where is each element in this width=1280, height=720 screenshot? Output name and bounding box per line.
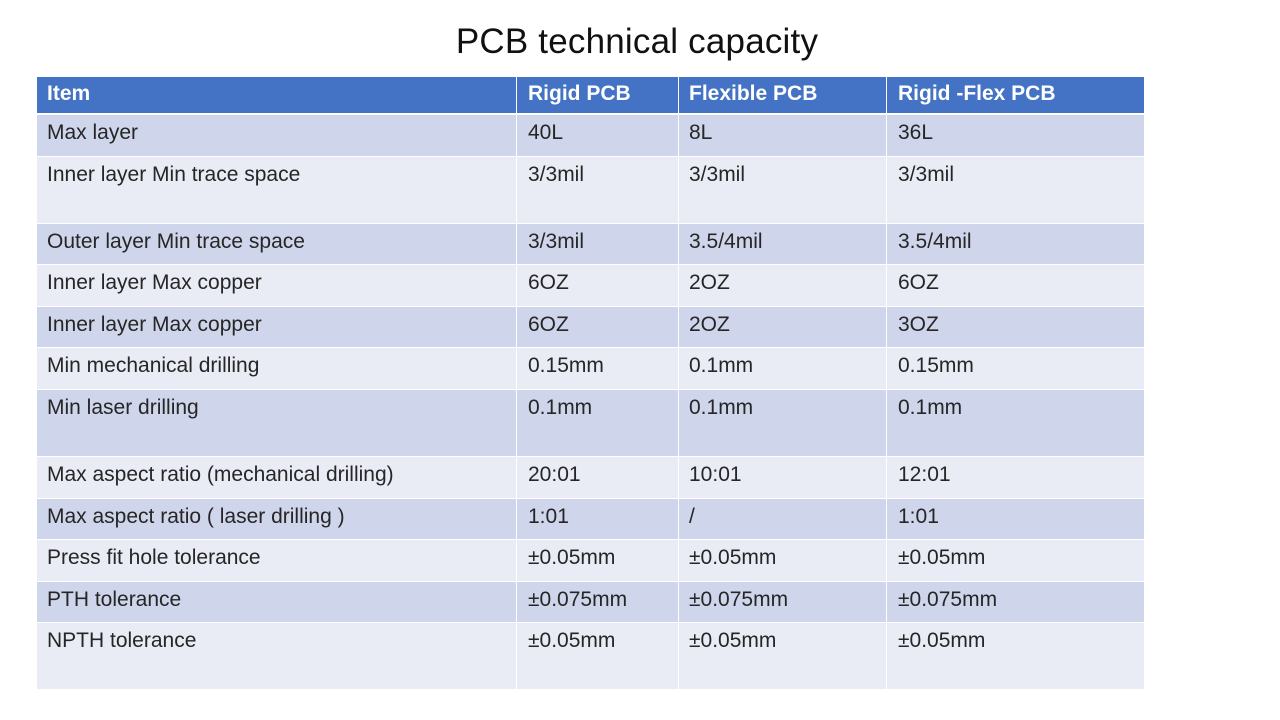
cell-rigid: 3/3mil (517, 224, 679, 264)
table-row: Min laser drilling 0.1mm 0.1mm 0.1mm (37, 389, 1144, 456)
cell-flexible: 2OZ (679, 307, 887, 347)
cell-item: Inner layer Min trace space (37, 157, 517, 223)
cell-rigid: 0.1mm (517, 390, 679, 456)
cell-item: Max layer (37, 115, 517, 156)
header-flexible-pcb: Flexible PCB (679, 77, 887, 113)
cell-rigid-flex: 6OZ (898, 271, 939, 294)
cell-rigid-flex: 0.1mm (898, 396, 963, 419)
cell-rigid: ±0.05mm (517, 623, 679, 689)
table-row: Max aspect ratio ( laser drilling ) 1:01… (37, 498, 1144, 539)
cell-rigid-flex: ±0.05mm (898, 629, 986, 652)
cell-rigid-flex: ±0.075mm (898, 588, 998, 611)
cell-rigid-flex: 3OZ (898, 313, 939, 336)
cell-item: Max aspect ratio ( laser drilling ) (37, 499, 517, 539)
cell-item: NPTH tolerance (37, 623, 517, 689)
page-title: PCB technical capacity (455, 22, 819, 61)
cell-rigid-flex: 3.5/4mil (898, 230, 972, 253)
cell-rigid: ±0.05mm (517, 540, 679, 581)
cell-item: PTH tolerance (37, 582, 517, 622)
cell-item: Inner layer Max copper (37, 307, 517, 347)
table-row: NPTH tolerance ±0.05mm ±0.05mm ±0.05mm (37, 622, 1144, 689)
table-row: Press fit hole tolerance ±0.05mm ±0.05mm… (37, 539, 1144, 581)
cell-rigid-flex: 36L (898, 121, 934, 144)
cell-rigid: 40L (517, 115, 679, 156)
cell-rigid-flex: 0.15mm (898, 354, 974, 377)
cell-rigid-flex: ±0.05mm (898, 546, 986, 569)
cell-rigid-flex: 12:01 (898, 463, 951, 486)
header-item: Item (37, 77, 517, 113)
cell-rigid-flex: 3/3mil (898, 163, 955, 186)
cell-flexible: / (679, 499, 887, 539)
cell-flexible: 10:01 (679, 457, 887, 498)
cell-flexible: ±0.05mm (679, 623, 887, 689)
cell-item: Outer layer Min trace space (37, 224, 517, 264)
cell-item: Min laser drilling (37, 390, 517, 456)
cell-item: Max aspect ratio (mechanical drilling) (37, 457, 517, 498)
cell-item: Press fit hole tolerance (37, 540, 517, 581)
cell-flexible: ±0.075mm (679, 582, 887, 622)
table-row: Inner layer Min trace space 3/3mil 3/3mi… (37, 156, 1144, 223)
cell-rigid: 6OZ (517, 307, 679, 347)
header-rigid-flex-pcb: Rigid -Flex PCB (898, 82, 1056, 105)
cell-rigid: 1:01 (517, 499, 679, 539)
table-row: PTH tolerance ±0.075mm ±0.075mm ±0.075mm (37, 581, 1144, 622)
cell-rigid-flex: 1:01 (898, 505, 939, 528)
table-header-row: Item Rigid PCB Flexible PCB Rigid -Flex … (37, 77, 1144, 113)
cell-flexible: 2OZ (679, 265, 887, 306)
cell-flexible: 0.1mm (679, 348, 887, 389)
cell-item: Min mechanical drilling (37, 348, 517, 389)
cell-flexible: 3.5/4mil (679, 224, 887, 264)
cell-flexible: ±0.05mm (679, 540, 887, 581)
table-row: Outer layer Min trace space 3/3mil 3.5/4… (37, 223, 1144, 264)
cell-rigid: 0.15mm (517, 348, 679, 389)
table-row: Max aspect ratio (mechanical drilling) 2… (37, 456, 1144, 498)
cell-flexible: 0.1mm (679, 390, 887, 456)
table-row: Max layer 40L 8L 36L (37, 114, 1144, 156)
header-rigid-pcb: Rigid PCB (517, 77, 679, 113)
cell-rigid: 6OZ (517, 265, 679, 306)
cell-item: Inner layer Max copper (37, 265, 517, 306)
cell-flexible: 3/3mil (679, 157, 887, 223)
cell-flexible: 8L (679, 115, 887, 156)
cell-rigid: 20:01 (517, 457, 679, 498)
table-row: Inner layer Max copper 6OZ 2OZ 3OZ (37, 306, 1144, 347)
table-row: Min mechanical drilling 0.15mm 0.1mm 0.1… (37, 347, 1144, 389)
table-row: Inner layer Max copper 6OZ 2OZ 6OZ (37, 264, 1144, 306)
cell-rigid: 3/3mil (517, 157, 679, 223)
cell-rigid: ±0.075mm (517, 582, 679, 622)
